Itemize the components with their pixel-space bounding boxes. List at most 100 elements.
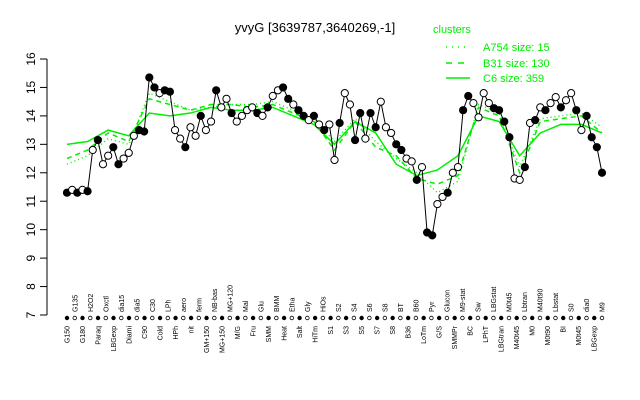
x-label-marker	[305, 315, 310, 321]
y-tick-label: 12	[24, 166, 38, 180]
probe-point	[366, 108, 375, 118]
x-label: Paraq	[96, 326, 103, 345]
x-label: Pyr	[429, 301, 436, 312]
probe-point	[531, 116, 540, 125]
x-label-marker	[499, 315, 504, 321]
probe-point	[222, 94, 231, 103]
x-label-marker	[599, 315, 605, 321]
x-axis-labels: G150 G135 G180 H2O2 Paraq Oxctl LBGexp dia15 Dia…	[65, 285, 607, 353]
x-label: BMM	[274, 296, 281, 313]
probe-point	[505, 133, 514, 142]
x-label: C30	[150, 299, 157, 312]
probe-point	[484, 98, 493, 108]
x-label: LBGstat	[491, 287, 498, 312]
x-label: dia0	[584, 299, 591, 312]
x-label-marker	[545, 315, 550, 321]
legend: clusters A754 size: 15 B31 size: 130 C6 …	[433, 24, 550, 85]
probe-point	[299, 111, 308, 120]
x-label: HiTm	[313, 326, 320, 343]
legend-title: clusters	[433, 24, 471, 36]
cluster-lines	[66, 92, 603, 194]
probe-point	[104, 151, 113, 160]
x-label-marker	[103, 315, 108, 321]
x-label-marker	[150, 315, 155, 321]
x-label-marker	[537, 315, 543, 321]
x-label-marker	[134, 315, 139, 321]
x-label: S4	[351, 303, 358, 312]
x-label-marker	[289, 315, 295, 321]
x-label-marker	[405, 315, 411, 321]
probe-point	[150, 83, 159, 92]
probe-point	[304, 116, 313, 125]
x-label-marker	[212, 315, 217, 321]
x-label: S0	[568, 303, 575, 312]
probe-point	[515, 175, 524, 184]
legend-label-c6: C6 size: 359	[483, 73, 544, 85]
x-label: M0t45	[506, 292, 513, 312]
x-label-marker	[328, 315, 333, 321]
probe-point	[248, 103, 257, 112]
probe-point	[350, 135, 360, 145]
probe-point	[201, 126, 210, 135]
x-label-marker	[227, 315, 233, 321]
x-label-marker	[374, 315, 380, 321]
probe-point	[546, 98, 555, 108]
x-label: S8	[390, 326, 397, 335]
probe-point	[376, 97, 385, 106]
x-label-marker	[142, 315, 147, 321]
x-label-marker	[95, 315, 101, 321]
x-label-marker	[88, 315, 93, 321]
x-label: S3	[344, 326, 351, 335]
x-label: HPh	[173, 326, 180, 340]
x-label-marker	[274, 315, 279, 321]
x-label-marker	[584, 315, 589, 321]
x-label: Glucon	[444, 290, 451, 312]
x-label-marker	[173, 315, 178, 321]
probe-point	[314, 120, 324, 129]
x-label: dia5	[134, 299, 141, 312]
x-label-marker	[429, 315, 434, 321]
probe-point	[278, 83, 288, 92]
y-tick-label: 11	[24, 195, 38, 208]
x-label: M40t90	[537, 289, 544, 312]
x-label-marker	[592, 315, 597, 321]
x-label-marker	[250, 315, 256, 321]
x-label-marker	[281, 315, 287, 321]
x-label-marker	[343, 315, 349, 321]
x-label-marker	[483, 315, 488, 321]
probe-point	[592, 143, 601, 152]
probe-point	[392, 140, 401, 149]
x-label-marker	[336, 315, 341, 321]
x-label: Heat	[282, 326, 289, 341]
probe-point	[93, 135, 102, 145]
x-label: Glu	[258, 301, 265, 312]
x-label: G150	[65, 326, 72, 343]
probe-point	[88, 145, 97, 155]
x-label: G135	[72, 295, 79, 312]
probe-point	[114, 160, 123, 169]
x-label-marker	[398, 315, 403, 321]
x-label: HiOs	[320, 296, 327, 312]
probe-point	[330, 155, 339, 165]
probe-point	[407, 157, 416, 166]
x-label-marker	[196, 315, 202, 321]
x-label-marker	[219, 315, 225, 321]
x-label-marker	[165, 315, 170, 321]
probe-point	[361, 134, 370, 143]
x-label: S5	[359, 326, 366, 335]
x-label-marker	[522, 315, 527, 321]
x-label: LPh	[165, 299, 172, 312]
probe-point	[556, 103, 565, 112]
probe-point	[464, 91, 473, 101]
x-label-marker	[258, 315, 264, 321]
probe-point	[289, 100, 298, 109]
probe-point	[206, 117, 216, 126]
x-label-marker	[467, 315, 473, 321]
x-label: aero	[181, 298, 188, 312]
x-label: S1	[328, 326, 335, 335]
probe-point	[145, 73, 154, 82]
x-label-marker	[421, 315, 426, 321]
probe-point	[551, 93, 560, 102]
probe-point	[438, 192, 447, 202]
